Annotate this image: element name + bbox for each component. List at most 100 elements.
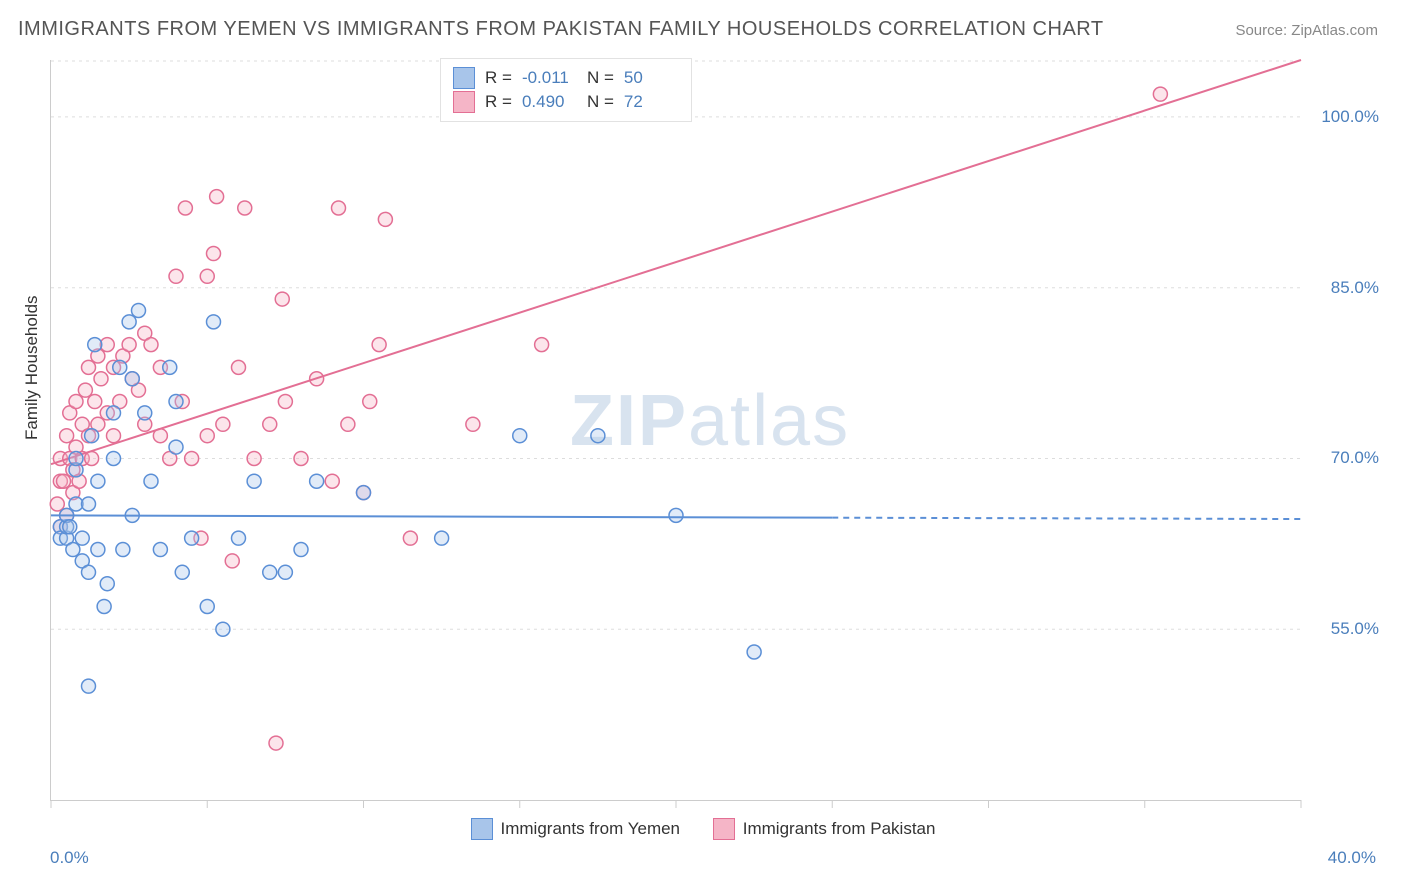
scatter-point-yemen bbox=[91, 474, 105, 488]
scatter-point-yemen bbox=[207, 315, 221, 329]
r-value-pakistan: 0.490 bbox=[522, 92, 577, 112]
r-label: R = bbox=[485, 92, 512, 112]
scatter-point-yemen bbox=[144, 474, 158, 488]
scatter-point-pakistan bbox=[185, 451, 199, 465]
scatter-point-yemen bbox=[278, 565, 292, 579]
scatter-point-pakistan bbox=[107, 429, 121, 443]
scatter-point-pakistan bbox=[144, 338, 158, 352]
scatter-point-yemen bbox=[75, 531, 89, 545]
scatter-point-pakistan bbox=[82, 360, 96, 374]
r-value-yemen: -0.011 bbox=[522, 68, 577, 88]
scatter-point-yemen bbox=[125, 372, 139, 386]
series-label-pakistan: Immigrants from Pakistan bbox=[743, 819, 936, 839]
scatter-point-yemen bbox=[82, 565, 96, 579]
chart-svg bbox=[51, 60, 1301, 800]
scatter-point-yemen bbox=[63, 520, 77, 534]
scatter-point-yemen bbox=[513, 429, 527, 443]
n-label: N = bbox=[587, 68, 614, 88]
scatter-point-pakistan bbox=[372, 338, 386, 352]
regression-line-yemen-extrapolated bbox=[832, 518, 1301, 519]
scatter-point-yemen bbox=[138, 406, 152, 420]
legend-row-pakistan: R = 0.490 N = 72 bbox=[453, 91, 679, 113]
swatch-yemen bbox=[453, 67, 475, 89]
scatter-point-pakistan bbox=[88, 395, 102, 409]
scatter-point-pakistan bbox=[225, 554, 239, 568]
source-label: Source: ZipAtlas.com bbox=[1235, 22, 1378, 39]
scatter-point-yemen bbox=[82, 679, 96, 693]
scatter-point-yemen bbox=[122, 315, 136, 329]
scatter-point-yemen bbox=[263, 565, 277, 579]
scatter-point-pakistan bbox=[341, 417, 355, 431]
scatter-point-pakistan bbox=[403, 531, 417, 545]
scatter-point-yemen bbox=[247, 474, 261, 488]
scatter-point-yemen bbox=[88, 338, 102, 352]
scatter-point-yemen bbox=[153, 543, 167, 557]
scatter-point-yemen bbox=[163, 360, 177, 374]
scatter-point-yemen bbox=[85, 429, 99, 443]
scatter-point-pakistan bbox=[122, 338, 136, 352]
scatter-point-yemen bbox=[107, 451, 121, 465]
swatch-pakistan bbox=[453, 91, 475, 113]
scatter-point-pakistan bbox=[78, 383, 92, 397]
scatter-point-yemen bbox=[591, 429, 605, 443]
chart-title: IMMIGRANTS FROM YEMEN VS IMMIGRANTS FROM… bbox=[18, 18, 1104, 41]
swatch-pakistan bbox=[713, 818, 735, 840]
scatter-point-pakistan bbox=[275, 292, 289, 306]
scatter-point-pakistan bbox=[50, 497, 64, 511]
y-tick-label: 100.0% bbox=[1309, 107, 1379, 127]
scatter-point-yemen bbox=[169, 440, 183, 454]
n-label: N = bbox=[587, 92, 614, 112]
legend-correlation-box: R = -0.011 N = 50 R = 0.490 N = 72 bbox=[440, 58, 692, 122]
r-label: R = bbox=[485, 68, 512, 88]
legend-item-yemen: Immigrants from Yemen bbox=[471, 818, 681, 840]
scatter-point-yemen bbox=[294, 543, 308, 557]
scatter-point-pakistan bbox=[200, 269, 214, 283]
scatter-point-yemen bbox=[132, 303, 146, 317]
scatter-point-yemen bbox=[91, 543, 105, 557]
scatter-point-pakistan bbox=[263, 417, 277, 431]
scatter-point-pakistan bbox=[238, 201, 252, 215]
scatter-point-yemen bbox=[175, 565, 189, 579]
scatter-point-yemen bbox=[669, 508, 683, 522]
scatter-point-yemen bbox=[107, 406, 121, 420]
scatter-point-pakistan bbox=[178, 201, 192, 215]
x-axis-max-label: 40.0% bbox=[1328, 848, 1376, 868]
scatter-point-pakistan bbox=[378, 212, 392, 226]
legend-item-pakistan: Immigrants from Pakistan bbox=[713, 818, 936, 840]
scatter-point-pakistan bbox=[332, 201, 346, 215]
scatter-point-yemen bbox=[97, 599, 111, 613]
y-axis-title: Family Households bbox=[22, 295, 42, 440]
scatter-point-pakistan bbox=[210, 190, 224, 204]
y-tick-label: 85.0% bbox=[1309, 278, 1379, 298]
scatter-point-yemen bbox=[69, 451, 83, 465]
scatter-point-pakistan bbox=[325, 474, 339, 488]
y-tick-label: 70.0% bbox=[1309, 448, 1379, 468]
legend-bottom: Immigrants from Yemen Immigrants from Pa… bbox=[0, 818, 1406, 845]
x-axis-min-label: 0.0% bbox=[50, 848, 89, 868]
y-tick-label: 55.0% bbox=[1309, 619, 1379, 639]
series-label-yemen: Immigrants from Yemen bbox=[501, 819, 681, 839]
regression-line-yemen bbox=[51, 515, 832, 517]
scatter-point-yemen bbox=[113, 360, 127, 374]
scatter-point-yemen bbox=[82, 497, 96, 511]
scatter-point-pakistan bbox=[57, 474, 71, 488]
scatter-point-yemen bbox=[185, 531, 199, 545]
scatter-point-pakistan bbox=[169, 269, 183, 283]
scatter-point-pakistan bbox=[247, 451, 261, 465]
scatter-point-pakistan bbox=[269, 736, 283, 750]
scatter-point-pakistan bbox=[1153, 87, 1167, 101]
scatter-point-yemen bbox=[232, 531, 246, 545]
scatter-point-yemen bbox=[169, 395, 183, 409]
scatter-point-yemen bbox=[357, 486, 371, 500]
scatter-point-yemen bbox=[310, 474, 324, 488]
scatter-point-pakistan bbox=[232, 360, 246, 374]
scatter-point-yemen bbox=[216, 622, 230, 636]
scatter-point-pakistan bbox=[216, 417, 230, 431]
scatter-point-pakistan bbox=[200, 429, 214, 443]
scatter-point-yemen bbox=[66, 543, 80, 557]
scatter-point-pakistan bbox=[466, 417, 480, 431]
n-value-yemen: 50 bbox=[624, 68, 679, 88]
scatter-point-yemen bbox=[116, 543, 130, 557]
scatter-point-pakistan bbox=[207, 247, 221, 261]
n-value-pakistan: 72 bbox=[624, 92, 679, 112]
